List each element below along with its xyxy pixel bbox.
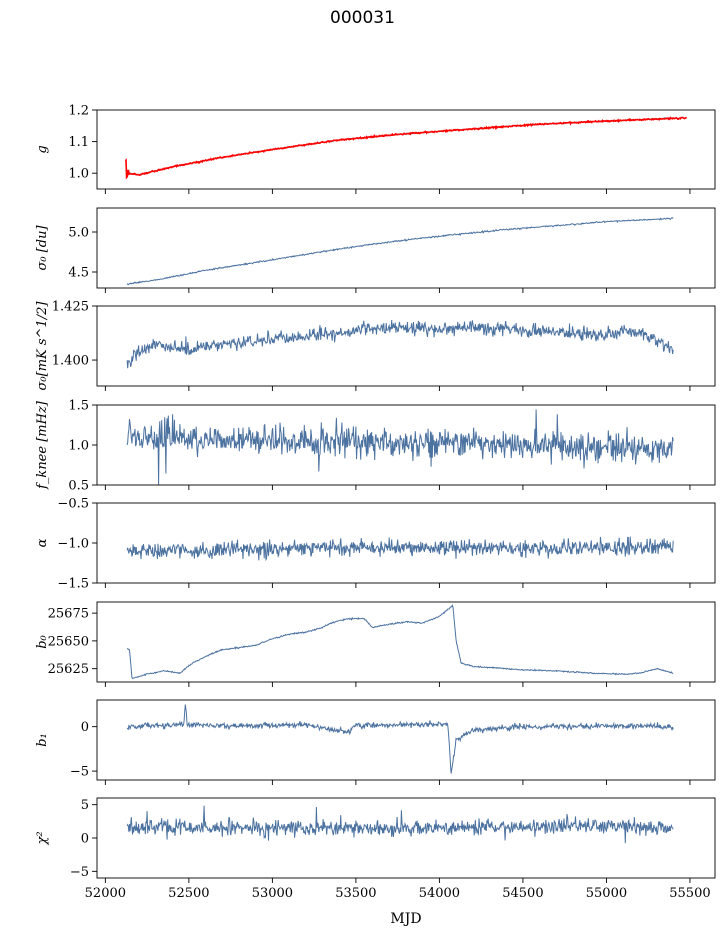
ytick-label: 0 (81, 720, 89, 735)
ytick-label: −0.5 (57, 497, 89, 512)
ylabel-b0: b₀ (35, 634, 50, 648)
series-line-sigma0-mks-0 (126, 319, 674, 369)
ytick-label: 1.400 (52, 354, 89, 369)
panel-b0: 25625 25650 25675 b₀ (35, 601, 716, 687)
ytick-label: 1.0 (68, 167, 89, 182)
panel-g: 1.0 1.1 1.2 g (35, 104, 716, 194)
series-line-g-1 (124, 116, 688, 180)
xtick-label: 54500 (502, 886, 543, 901)
xtick-label: 55000 (586, 886, 627, 901)
series-line-fknee-0 (126, 409, 674, 485)
ytick-label: 5 (81, 798, 89, 813)
ylabel-b1: b₁ (35, 733, 50, 747)
ytick-label: 1.1 (68, 135, 89, 150)
panel-b1: −5 0 b₁ (35, 699, 716, 785)
series-line-g-0 (125, 116, 674, 176)
series-line-b1-0 (126, 704, 674, 774)
series-line-b0-0 (127, 603, 674, 680)
axes-frame-g (96, 109, 716, 190)
panel-chi2: −5 0 5 52000 52500 53000 53500 54000 54500 55000 5… (35, 797, 716, 901)
ytick-label: 0 (81, 832, 89, 847)
axes-frame-b1 (96, 699, 716, 781)
ytick-label: 5.0 (68, 226, 89, 241)
series-line-sigma0-du-0 (126, 217, 674, 286)
ytick-label: 4.5 (68, 266, 89, 281)
x-axis-label: MJD (390, 911, 422, 927)
xtick-label: 53500 (335, 886, 376, 901)
panel-sigma0-du: 4.5 5.0 σ₀ [du] (35, 207, 716, 293)
ylabel-alpha: α (35, 538, 50, 547)
ylabel-g: g (35, 145, 50, 153)
axes-frame-b0 (96, 601, 716, 683)
panel-fknee: 0.5 1.0 1.5 f_knee [mHz] (35, 399, 716, 494)
xtick-label: 52500 (168, 886, 209, 901)
axes-frame-chi2 (96, 797, 716, 879)
axes-frame-sigma0-mks (96, 305, 716, 387)
xtick-label: 52000 (85, 886, 126, 901)
series-line-alpha-0 (126, 536, 674, 562)
ytick-label: 1.2 (68, 104, 89, 119)
xtick-label: 53000 (252, 886, 293, 901)
ytick-label: 0.5 (68, 479, 89, 494)
ytick-label: 1.425 (52, 300, 89, 315)
ytick-label: −5 (70, 865, 89, 880)
ytick-label: 25650 (48, 634, 89, 649)
ytick-label: −5 (70, 765, 89, 780)
xtick-label: 54000 (419, 886, 460, 901)
ytick-label: 1.5 (68, 399, 89, 414)
ylabel-chi2: χ² (35, 831, 50, 845)
xtick-label: 55500 (669, 886, 710, 901)
figure-title: 000031 (330, 8, 395, 28)
ytick-label: −1.5 (57, 577, 89, 592)
series-line-chi2-0 (126, 805, 674, 844)
ylabel-fknee: f_knee [mHz] (35, 400, 50, 490)
ytick-label: 25675 (48, 607, 89, 622)
ylabel-sigma0-mks: σ₀[mK s^1/2] (35, 301, 50, 391)
panel-alpha: −1.5 −1.0 −0.5 α (35, 497, 716, 592)
axes-frame-sigma0-du (96, 207, 716, 289)
ytick-label: −1.0 (57, 537, 89, 552)
ytick-label: 25625 (48, 662, 89, 677)
ylabel-sigma0-du: σ₀ [du] (35, 225, 50, 271)
ytick-label: 1.0 (68, 439, 89, 454)
